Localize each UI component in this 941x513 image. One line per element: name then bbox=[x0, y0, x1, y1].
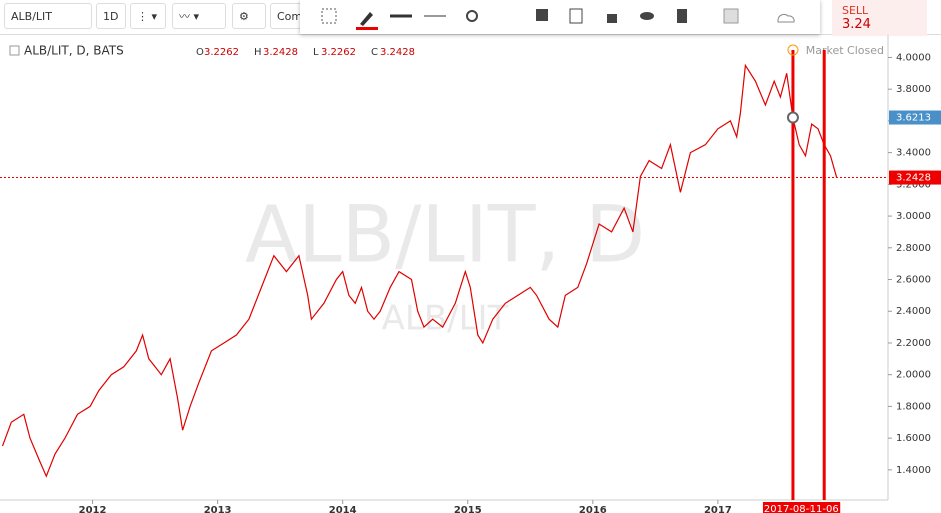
y-tick-label: 3.2000 bbox=[896, 179, 931, 190]
trash-icon[interactable] bbox=[677, 9, 687, 23]
chart-style[interactable]: 〰 ▾ bbox=[172, 3, 226, 29]
y-tick-label: 1.6000 bbox=[896, 433, 931, 444]
toolbar: ALB/LIT 1D ⋮ ▾ 〰 ▾ ⚙ Com SELL 3.24 bbox=[0, 0, 941, 36]
crosshair-label: 3.6213 bbox=[896, 113, 931, 124]
marker-label: 2017-08-07 bbox=[764, 504, 822, 513]
symbol-box[interactable]: ALB/LIT bbox=[4, 3, 92, 29]
fill-color[interactable] bbox=[723, 8, 739, 24]
x-tick-label: 2016 bbox=[579, 505, 607, 513]
o-value: 3.2262 bbox=[204, 47, 239, 58]
interval[interactable]: 1D bbox=[96, 3, 126, 29]
y-tick-label: 3.0000 bbox=[896, 211, 931, 222]
h-value: 3.2428 bbox=[263, 47, 298, 58]
last-price-box bbox=[889, 170, 941, 185]
last-price-label: 3.2428 bbox=[896, 173, 931, 184]
legend-symbol: ALB/LIT, D, BATS bbox=[24, 44, 124, 58]
y-tick-label: 1.8000 bbox=[896, 401, 931, 412]
lock-icon[interactable] bbox=[607, 14, 617, 23]
y-tick-label: 3.8000 bbox=[896, 84, 931, 95]
chart: ALB/LIT, D ALB/LIT ALB/LIT, D, BATS O 3.2… bbox=[0, 35, 941, 513]
drawing-icons bbox=[321, 8, 795, 30]
marker-label: 11-06 bbox=[810, 504, 839, 513]
marker-label-box bbox=[810, 502, 841, 513]
y-tick-label: 3.4000 bbox=[896, 148, 931, 159]
h-label: H bbox=[254, 47, 262, 58]
x-tick-label: 2014 bbox=[329, 505, 357, 513]
y-tick-label: 2.8000 bbox=[896, 243, 931, 254]
y-tick-label: 1.4000 bbox=[896, 465, 931, 476]
x-tick-label: 2017 bbox=[704, 505, 732, 513]
o-label: O bbox=[196, 47, 204, 58]
l-label: L bbox=[313, 47, 319, 58]
market-status: Market Closed bbox=[806, 44, 884, 57]
sell-box[interactable]: SELL 3.24 bbox=[832, 0, 927, 36]
crosshair-point bbox=[786, 111, 799, 124]
watermark-sub: ALB/LIT bbox=[382, 299, 509, 339]
y-tick-label: 2.4000 bbox=[896, 306, 931, 317]
marker-label-box bbox=[762, 502, 825, 513]
ohlc: O 3.2262 H 3.2428 L 3.2262 C 3.2428 bbox=[196, 47, 415, 58]
layers-icon[interactable] bbox=[536, 9, 548, 21]
eye-icon[interactable] bbox=[640, 12, 654, 20]
clone-icon[interactable] bbox=[569, 8, 583, 24]
c-label: C bbox=[371, 47, 378, 58]
select-icon[interactable] bbox=[321, 8, 337, 24]
pen-icon[interactable] bbox=[360, 12, 373, 26]
x-tick-label: 2012 bbox=[79, 505, 107, 513]
settings[interactable]: ⚙ bbox=[232, 3, 266, 29]
cloud-icon[interactable] bbox=[777, 13, 795, 23]
price-line bbox=[1, 63, 838, 478]
interval-menu[interactable]: ⋮ ▾ bbox=[130, 3, 166, 29]
collapse-icon[interactable] bbox=[9, 45, 20, 56]
alert-icon bbox=[787, 44, 799, 56]
drawing-toolbar bbox=[300, 0, 820, 34]
settings-icon[interactable] bbox=[466, 10, 478, 22]
l-value: 3.2262 bbox=[321, 47, 356, 58]
y-tick-label: 2.6000 bbox=[896, 275, 931, 286]
y-tick-label: 2.2000 bbox=[896, 338, 931, 349]
y-tick-label: 2.0000 bbox=[896, 370, 931, 381]
crosshair-box bbox=[889, 110, 941, 125]
sell-price: 3.24 bbox=[842, 17, 871, 32]
x-tick-label: 2015 bbox=[454, 505, 482, 513]
sell-label: SELL bbox=[842, 4, 869, 17]
y-tick-label: 4.0000 bbox=[896, 52, 931, 63]
x-tick-label: 2013 bbox=[204, 505, 232, 513]
pen-color[interactable] bbox=[356, 27, 378, 30]
watermark: ALB/LIT, D bbox=[245, 190, 645, 280]
c-value: 3.2428 bbox=[380, 47, 415, 58]
